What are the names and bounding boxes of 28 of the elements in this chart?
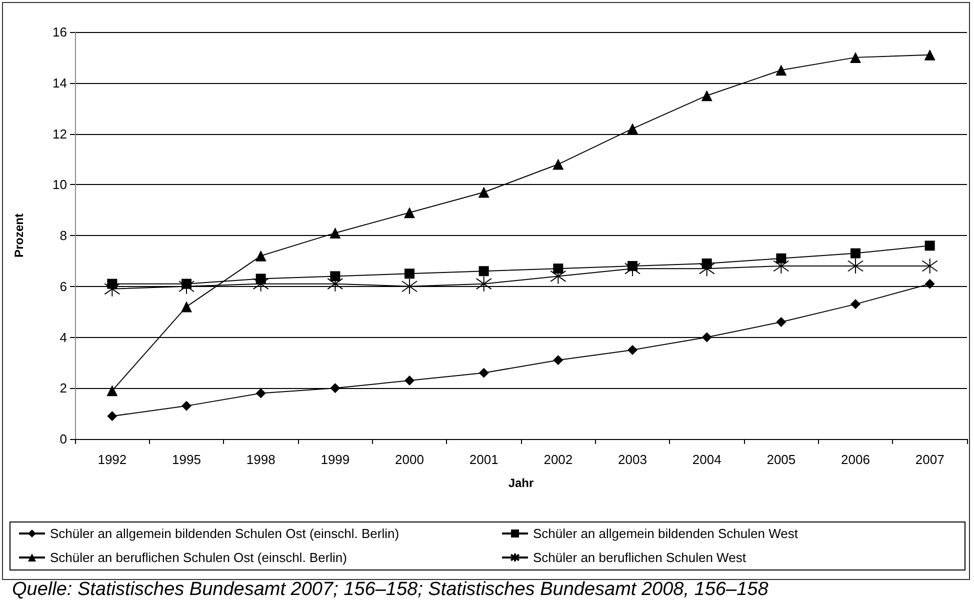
y-tick-label: 8 [60,228,67,243]
legend-label: Schüler an allgemein bildenden Schulen Ost (einschl. Berlin) [50,526,400,541]
x-tick-label: 1995 [172,452,201,467]
x-tick-label: 2005 [766,452,796,467]
y-tick-label: 12 [52,126,67,142]
source-note: Quelle: Statistisches Bundesamt 2007; 156–158; Statistisches Bundesamt 2008, 156–158 [12,579,769,600]
y-tick-label: 4 [60,330,67,345]
x-tick-label: 1998 [246,452,276,467]
y-axis-title: Prozent [12,213,26,258]
y-tick-label: 16 [52,24,67,40]
x-tick-label: 2001 [469,452,498,467]
x-tick-label: 1992 [98,452,127,467]
x-tick-label: 2004 [692,452,722,467]
x-tick-label: 2006 [841,452,870,467]
legend-label: Schüler an beruflichen Schulen Ost (einschl. Berlin) [50,550,347,565]
y-tick-label: 6 [60,278,67,294]
y-tick-label: 2 [60,380,67,396]
x-tick-label: 2000 [395,452,424,467]
y-tick-label: 10 [52,177,67,192]
x-tick-label: 2007 [915,452,944,467]
legend-label: Schüler an allgemein bildenden Schulen West [533,526,798,541]
y-tick-label: 0 [60,432,67,446]
y-tick-label: 14 [52,75,67,90]
x-axis-title: Jahr [508,476,534,490]
x-tick-label: 1999 [320,452,350,467]
x-tick-label: 2002 [544,452,573,467]
x-tick-label: 2003 [618,452,647,467]
legend-label: Schüler an beruflichen Schulen West [533,550,746,565]
